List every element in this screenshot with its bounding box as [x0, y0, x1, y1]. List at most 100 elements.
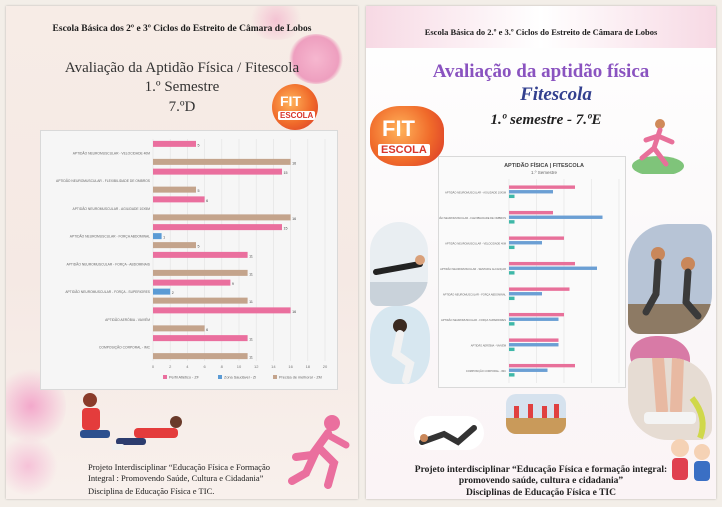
data-label: 2 [172, 291, 174, 295]
bar [153, 168, 282, 175]
footer-line-1: Projeto interdisciplinar “Educação Físic… [414, 465, 668, 475]
bar [509, 292, 542, 296]
squat-photo [370, 306, 430, 384]
footer-line-3: Disciplina de Educação Física e TIC. [88, 486, 215, 496]
x-tick-label: 12 [254, 364, 259, 369]
footer-line-1: Projeto Interdisciplinar “Educação Físic… [88, 462, 270, 472]
bar [509, 194, 515, 199]
category-label: APTIDÃO NEUROMUSCULAR - FORÇA ABDOMINAL [443, 291, 507, 296]
bar [153, 269, 248, 276]
bar [153, 233, 162, 240]
chart-7e: APTIDÃO FÍSICA | FITESCOLA 1.º Semestre AP… [432, 156, 626, 388]
x-tick-label: 18 [306, 364, 311, 369]
bar [509, 287, 570, 291]
flower-decoration [6, 436, 58, 496]
data-label: 5 [198, 189, 200, 193]
footer-line-3: Disciplinas de Educação Física e TIC [466, 488, 616, 498]
bar [509, 373, 515, 377]
x-tick-label: 6 [203, 364, 206, 369]
bar [509, 347, 515, 352]
bar [153, 251, 248, 258]
chart-7d: APTIDÃO NEUROMUSCULAR - VELOCIDADE 40M 5 1… [40, 130, 338, 390]
data-label: 1 [163, 236, 165, 240]
bar [153, 297, 248, 304]
x-tick-label: 0 [152, 364, 155, 369]
data-label: 11 [249, 272, 253, 276]
data-label: 16 [292, 217, 296, 221]
category-label: COMPOSIÇÃO CORPORAL - IMC [99, 345, 151, 350]
data-label: 16 [292, 161, 296, 165]
bar [509, 210, 553, 215]
poster-title: Avaliação da aptidão física [432, 61, 650, 82]
bar [509, 236, 564, 240]
sprint-photo [628, 224, 712, 334]
bar [509, 266, 597, 270]
legend-label: Perfil Atlético - ZF [169, 376, 200, 380]
x-tick-label: 14 [271, 364, 276, 369]
category-label: APTIDÃO NEUROMUSCULAR - VELOCIDADE 40M [73, 150, 151, 155]
poster-title-fitescola: Fitescola [520, 84, 592, 105]
poster-semester: 1.º Semestre [144, 79, 220, 95]
footer-line-2: Integral : Promovendo Saúde, Cultura e C… [88, 473, 264, 483]
category-label: APTIDÃO NEUROMUSCULAR - AGILIDADE 10X5M [73, 206, 151, 211]
category-label: APTIDÃO NEUROMUSCULAR - AGILIDADE 10X5M [445, 189, 506, 194]
bar [509, 215, 603, 219]
flower-decoration [246, 6, 306, 40]
bar [153, 335, 248, 342]
bar [153, 279, 231, 286]
bar [509, 271, 515, 275]
poster-7d: Escola Básica dos 2º e 3º Ciclos do Estr… [6, 6, 358, 499]
bar [509, 190, 553, 194]
data-label: 5 [198, 143, 200, 147]
x-tick-label: 10 [237, 364, 242, 369]
legend-label: Precisa de melhorar - ZM [279, 376, 322, 380]
header-band [366, 6, 716, 48]
data-label: 11 [249, 338, 253, 342]
runner-icon [288, 415, 350, 489]
bar [153, 242, 196, 249]
legend-swatch [218, 375, 222, 379]
flower-decoration [288, 34, 344, 84]
legend-label: Zona Saudável - ZI [224, 376, 256, 380]
chart-7d-svg: APTIDÃO NEUROMUSCULAR - VELOCIDADE 40M 5 1… [56, 139, 328, 380]
bar [509, 296, 515, 301]
bar [153, 353, 248, 360]
data-label: 6 [206, 199, 208, 203]
data-label: 9 [232, 282, 234, 286]
category-label: APTIDÃO NEUROMUSCULAR - VELOCIDADE 40M [445, 240, 506, 245]
data-label: 11 [249, 300, 253, 304]
x-tick-label: 20 [323, 364, 328, 369]
chart-subtitle: 1.º Semestre [531, 170, 557, 175]
scale-photo [628, 358, 712, 440]
data-label: 6 [206, 328, 208, 332]
x-tick-label: 8 [221, 364, 224, 369]
bar [153, 307, 291, 314]
bar [509, 220, 515, 224]
category-label: COMPOSIÇÃO CORPORAL - IMC [466, 368, 506, 373]
bar [509, 261, 575, 266]
bar [153, 224, 282, 231]
bar [153, 158, 291, 165]
bar [509, 245, 515, 250]
bar [153, 140, 196, 147]
category-label: APTIDÃO NEUROMUSCULAR - FORÇA - ABDOMINA… [66, 261, 150, 266]
data-label: 11 [249, 356, 253, 360]
bar [509, 343, 559, 347]
fitescola-logo: FIT ESCOLA [370, 106, 444, 166]
data-label: 15 [284, 227, 288, 231]
data-label: 15 [284, 171, 288, 175]
poster-7e: Escola Básica do 2.º e 3.º Ciclos do Est… [366, 6, 716, 499]
category-label: APTIDÃO NEUROMUSCULAR - FORÇA - SUPERIOR… [65, 289, 150, 294]
bar [153, 186, 196, 193]
category-label: APTIDÃO NEUROMUSCULAR - SENTAR E ALCANÇA… [440, 266, 506, 271]
school-name: Escola Básica do 2.º e 3.º Ciclos do Est… [424, 27, 658, 37]
bar [509, 185, 575, 189]
poster-title: Avaliação da Aptidão Física / Fitescola [64, 60, 300, 76]
gym-photo [506, 394, 566, 434]
bar [153, 196, 205, 203]
kids-illustration [671, 439, 710, 481]
category-label: APTIDÃO NEUROMUSCULAR - FLEXIBILIDADE DE… [56, 178, 151, 183]
bar [509, 363, 575, 368]
bar [509, 241, 542, 245]
